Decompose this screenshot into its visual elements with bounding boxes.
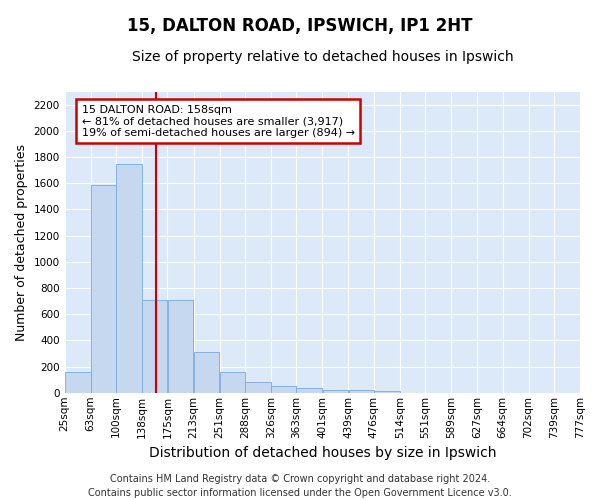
Y-axis label: Number of detached properties: Number of detached properties	[15, 144, 28, 340]
Text: Contains HM Land Registry data © Crown copyright and database right 2024.
Contai: Contains HM Land Registry data © Crown c…	[88, 474, 512, 498]
Bar	[220, 372, 245, 393]
Bar	[323, 390, 348, 393]
X-axis label: Distribution of detached houses by size in Ipswich: Distribution of detached houses by size …	[149, 446, 496, 460]
Bar	[194, 352, 220, 393]
Text: 15, DALTON ROAD, IPSWICH, IP1 2HT: 15, DALTON ROAD, IPSWICH, IP1 2HT	[127, 18, 473, 36]
Bar	[116, 164, 142, 393]
Bar	[245, 382, 271, 393]
Bar	[65, 372, 91, 393]
Bar	[271, 386, 296, 393]
Bar	[296, 388, 322, 393]
Title: Size of property relative to detached houses in Ipswich: Size of property relative to detached ho…	[131, 50, 513, 64]
Bar	[374, 390, 400, 393]
Bar	[91, 184, 116, 393]
Bar	[167, 300, 193, 393]
Bar	[349, 390, 374, 393]
Text: 15 DALTON ROAD: 158sqm
← 81% of detached houses are smaller (3,917)
19% of semi-: 15 DALTON ROAD: 158sqm ← 81% of detached…	[82, 104, 355, 138]
Bar	[142, 300, 167, 393]
